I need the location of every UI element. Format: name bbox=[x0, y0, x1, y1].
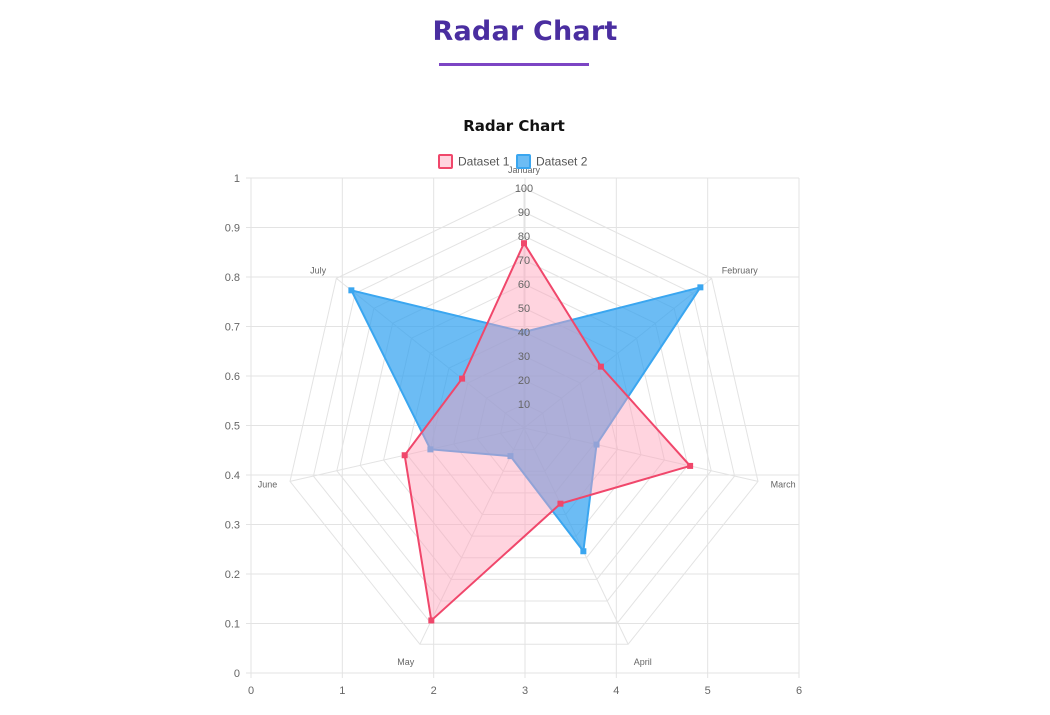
data-point-dataset-2[interactable] bbox=[580, 548, 587, 555]
x-tick-label: 6 bbox=[796, 685, 802, 697]
radar-ring bbox=[336, 235, 712, 602]
legend-label-dataset-2[interactable]: Dataset 2 bbox=[536, 155, 588, 169]
y-tick-label: 1 bbox=[234, 173, 240, 185]
radar-ring bbox=[289, 187, 759, 645]
radar-ring bbox=[312, 211, 736, 624]
point-label-june: June bbox=[258, 479, 278, 489]
data-point-dataset-2[interactable] bbox=[697, 284, 704, 291]
radar-spoke bbox=[419, 427, 525, 645]
series-area-dataset-2 bbox=[349, 285, 703, 554]
y-tick-label: 0 bbox=[234, 668, 240, 680]
x-tick-label: 5 bbox=[705, 685, 711, 697]
radial-tick-label: 20 bbox=[518, 375, 530, 387]
label-layer: 10 20 30 40 50 60 70 80 90 100 January February Marc… bbox=[258, 165, 796, 667]
radial-tick-label: 50 bbox=[518, 303, 530, 315]
x-tick-label: 4 bbox=[613, 685, 619, 697]
radial-tick-label: 60 bbox=[518, 279, 530, 291]
chart-title: Radar Chart bbox=[463, 117, 565, 135]
heading-underline bbox=[439, 63, 589, 66]
y-tick-label: 0.3 bbox=[225, 520, 240, 532]
x-tick-label: 3 bbox=[522, 685, 528, 697]
data-point-dataset-1[interactable] bbox=[459, 375, 466, 382]
radial-tick-label: 90 bbox=[518, 207, 530, 219]
y-tick-label: 0.1 bbox=[225, 619, 240, 631]
point-label-april: April bbox=[634, 657, 652, 667]
x-tick-label: 1 bbox=[339, 685, 345, 697]
x-tick-label: 0 bbox=[248, 685, 254, 697]
point-label-january: January bbox=[508, 165, 541, 175]
data-point-dataset-2[interactable] bbox=[427, 446, 434, 453]
radial-tick-label: 10 bbox=[518, 399, 530, 411]
x-tick-label: 2 bbox=[431, 685, 437, 697]
data-point-dataset-2[interactable] bbox=[521, 329, 527, 335]
cartesian-grid: 0 1 2 3 4 5 600.10.20.30.40.50.60.70.80.91 bbox=[225, 173, 802, 697]
y-tick-label: 0.5 bbox=[225, 421, 240, 433]
radial-tick-label: 100 bbox=[515, 183, 533, 195]
series-area-dataset-1 bbox=[403, 241, 692, 623]
data-point-dataset-1[interactable] bbox=[428, 617, 435, 624]
point-label-february: February bbox=[722, 265, 759, 275]
radial-tick-label: 80 bbox=[518, 231, 530, 243]
y-tick-label: 0.4 bbox=[225, 470, 240, 482]
y-tick-label: 0.6 bbox=[225, 371, 240, 383]
data-point-dataset-1[interactable] bbox=[557, 500, 564, 507]
data-point-dataset-2[interactable] bbox=[593, 441, 600, 448]
radial-tick-label: 40 bbox=[518, 327, 530, 339]
data-point-dataset-2[interactable] bbox=[348, 287, 355, 294]
radial-tick-label: 30 bbox=[518, 351, 530, 363]
radial-tick-label: 70 bbox=[518, 255, 530, 267]
y-tick-label: 0.7 bbox=[225, 322, 240, 334]
y-tick-label: 0.9 bbox=[225, 223, 240, 235]
data-point-dataset-2[interactable] bbox=[507, 453, 514, 460]
legend-label-dataset-1[interactable]: Dataset 1 bbox=[458, 155, 510, 169]
point-label-july: July bbox=[310, 265, 327, 275]
y-tick-label: 0.2 bbox=[225, 569, 240, 581]
point-label-march: March bbox=[771, 479, 796, 489]
data-point-dataset-1[interactable] bbox=[401, 452, 408, 459]
y-tick-label: 0.8 bbox=[225, 272, 240, 284]
point-label-may: May bbox=[397, 657, 415, 667]
data-point-dataset-1[interactable] bbox=[521, 240, 527, 247]
legend: Dataset 1 Dataset 2 bbox=[438, 154, 588, 169]
series-layer bbox=[348, 240, 704, 624]
legend-swatch-dataset-2[interactable] bbox=[516, 154, 531, 169]
page-heading: Radar Chart bbox=[432, 16, 618, 47]
legend-swatch-dataset-1[interactable] bbox=[438, 154, 453, 169]
data-point-dataset-1[interactable] bbox=[597, 363, 604, 370]
data-point-dataset-1[interactable] bbox=[687, 462, 694, 469]
